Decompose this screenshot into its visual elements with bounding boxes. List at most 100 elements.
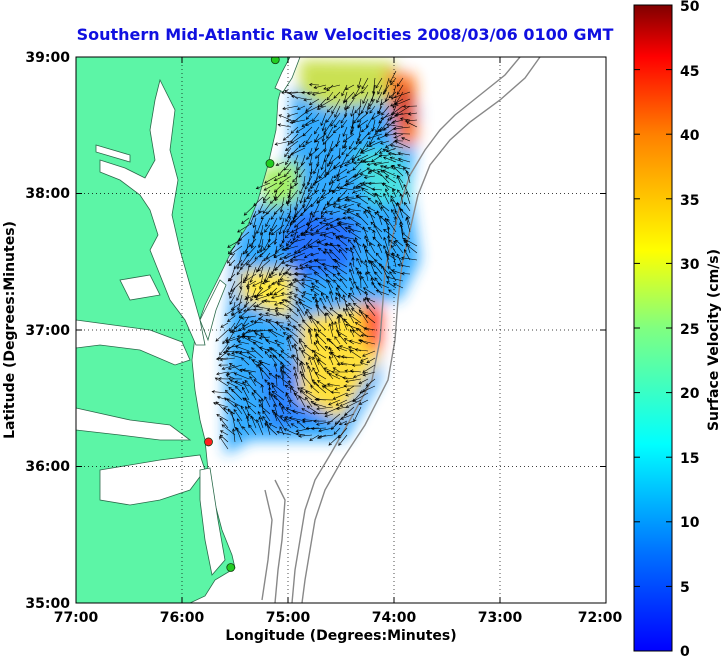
velocity-arrow xyxy=(226,381,236,387)
velocity-arrow xyxy=(229,287,236,299)
velocity-arrow xyxy=(282,105,299,111)
velocity-arrow xyxy=(346,198,362,205)
velocity-arrow xyxy=(367,126,376,136)
velocity-arrow xyxy=(242,315,250,327)
velocity-arrow xyxy=(285,210,292,222)
velocity-arrow xyxy=(224,397,236,408)
velocity-arrow xyxy=(332,161,348,170)
velocity-arrow xyxy=(301,90,313,95)
x-tick-label: 73:00 xyxy=(478,610,523,626)
velocity-arrow xyxy=(403,201,411,212)
velocity-arrow xyxy=(234,380,250,387)
velocity-arrow xyxy=(384,140,397,148)
velocity-arrow xyxy=(289,308,299,317)
velocity-arrow xyxy=(405,191,411,205)
velocity-arrow xyxy=(258,313,271,317)
velocity-arrow xyxy=(285,196,292,205)
velocity-arrow xyxy=(365,378,376,387)
velocity-arrow xyxy=(368,91,376,107)
velocity-arrow xyxy=(301,295,313,303)
velocity-arrow xyxy=(380,112,397,120)
velocity-arrow xyxy=(226,371,236,375)
velocity-arrow xyxy=(219,417,229,429)
velocity-arrow xyxy=(333,91,341,99)
velocity-arrow xyxy=(270,217,278,232)
velocity-arrow xyxy=(281,406,292,415)
velocity-arrow xyxy=(279,301,292,310)
velocity-arrow xyxy=(246,252,257,266)
velocity-arrow xyxy=(337,147,342,160)
velocity-arrow xyxy=(330,390,341,394)
velocity-arrow xyxy=(318,168,327,179)
velocity-arrow xyxy=(360,357,369,362)
velocity-arrow xyxy=(292,252,306,259)
velocity-arrow xyxy=(376,133,390,140)
velocity-arrow xyxy=(350,112,355,130)
velocity-arrow xyxy=(314,182,320,194)
velocity-arrow xyxy=(363,326,376,331)
velocity-arrow xyxy=(352,168,369,178)
velocity-arrow xyxy=(329,224,341,233)
velocity-arrow xyxy=(360,98,369,114)
velocity-arrow xyxy=(236,418,243,429)
velocity-arrow xyxy=(391,119,404,124)
velocity-arrow xyxy=(339,313,348,331)
velocity-arrow xyxy=(285,393,292,408)
velocity-arrow xyxy=(314,147,327,159)
velocity-arrow xyxy=(357,185,369,191)
velocity-arrow xyxy=(349,328,355,338)
velocity-arrow xyxy=(314,372,327,380)
velocity-arrow xyxy=(326,112,334,123)
velocity-arrow xyxy=(332,232,341,240)
velocity-arrow xyxy=(288,203,292,220)
velocity-arrow xyxy=(219,343,229,356)
velocity-arrow xyxy=(315,340,327,352)
velocity-arrow xyxy=(248,356,257,366)
velocity-arrow xyxy=(356,154,369,161)
velocity-arrow xyxy=(399,117,411,121)
velocity-arrow xyxy=(396,84,404,96)
velocity-arrow xyxy=(333,427,341,435)
velocity-arrow xyxy=(282,133,292,141)
velocity-arrow xyxy=(285,140,299,151)
velocity-arrow xyxy=(308,154,313,167)
velocity-arrow xyxy=(345,303,355,317)
velocity-arrow xyxy=(360,126,369,133)
velocity-arrow xyxy=(320,112,327,127)
velocity-arrow xyxy=(305,112,313,120)
velocity-arrow xyxy=(290,126,299,134)
velocity-arrow xyxy=(362,91,369,104)
velocity-arrow xyxy=(237,294,243,312)
velocity-arrow xyxy=(377,170,390,184)
velocity-arrow xyxy=(336,186,355,191)
velocity-arrow xyxy=(331,351,341,366)
velocity-arrow xyxy=(350,119,355,134)
velocity-arrow xyxy=(329,307,341,317)
velocity-arrow xyxy=(240,252,250,267)
velocity-arrow xyxy=(295,356,300,373)
velocity-arrow xyxy=(377,243,383,254)
velocity-arrow xyxy=(289,257,306,262)
velocity-arrow xyxy=(314,126,320,135)
velocity-arrow xyxy=(332,259,348,268)
velocity-arrow xyxy=(263,238,271,251)
velocity-arrow xyxy=(344,182,355,187)
velocity-arrow xyxy=(353,161,369,165)
velocity-arrow xyxy=(309,224,320,231)
velocity-arrow xyxy=(388,239,397,247)
velocity-arrow xyxy=(314,217,327,221)
velocity-arrow xyxy=(298,301,313,310)
velocity-arrow xyxy=(268,391,278,408)
velocity-arrow xyxy=(291,112,306,124)
velocity-arrow xyxy=(306,308,313,317)
velocity-arrow xyxy=(285,119,299,123)
velocity-arrow xyxy=(279,210,285,221)
velocity-arrow xyxy=(242,245,250,255)
velocity-arrow xyxy=(310,426,327,431)
velocity-arrow xyxy=(321,119,327,132)
velocity-arrow xyxy=(284,231,292,239)
velocity-arrow xyxy=(285,266,292,274)
velocity-arrow xyxy=(348,225,355,233)
velocity-arrow xyxy=(336,330,348,338)
velocity-arrow xyxy=(368,140,383,148)
